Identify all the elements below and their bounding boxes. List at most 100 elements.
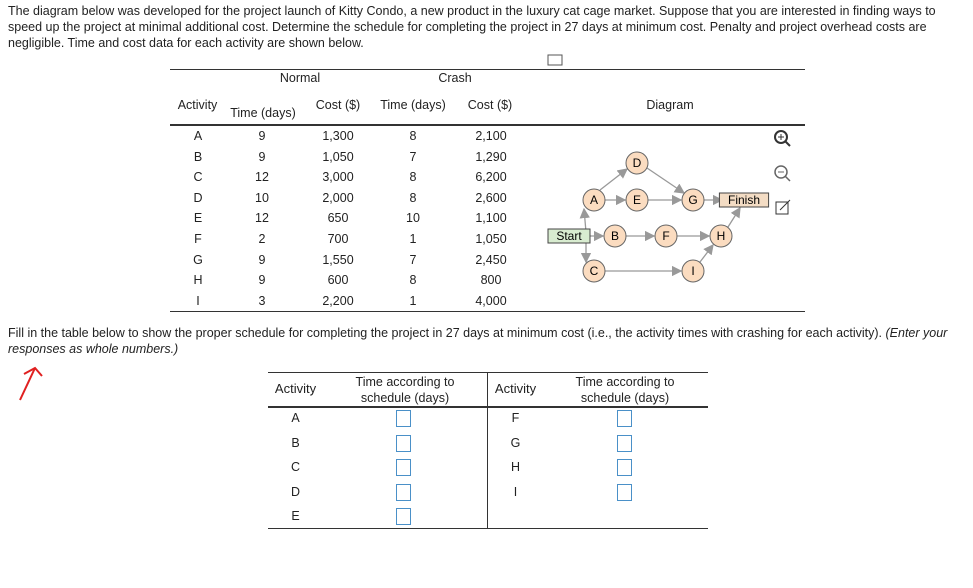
cell: 9 bbox=[258, 273, 266, 288]
zoom-out[interactable] bbox=[774, 165, 791, 182]
answer-input[interactable] bbox=[396, 483, 411, 501]
node-label: G bbox=[688, 193, 697, 207]
rule bbox=[268, 372, 708, 373]
answer-input[interactable] bbox=[617, 483, 632, 501]
cell: 2,450 bbox=[475, 252, 507, 267]
node-label: A bbox=[590, 193, 598, 207]
rule bbox=[268, 406, 708, 408]
cell: 9 bbox=[258, 129, 266, 143]
activity: F bbox=[511, 411, 520, 425]
cell: 1 bbox=[409, 232, 417, 246]
cell: 8 bbox=[409, 190, 417, 205]
activity: A bbox=[291, 411, 300, 425]
node-box bbox=[718, 192, 770, 208]
cell: 1,290 bbox=[475, 149, 507, 164]
node-label: Finish bbox=[728, 193, 760, 207]
cell: G bbox=[193, 252, 203, 267]
answer-input[interactable] bbox=[396, 508, 411, 526]
activity: B bbox=[291, 435, 300, 450]
node-label: I bbox=[691, 264, 694, 278]
cell: 7 bbox=[409, 149, 417, 164]
node-circle bbox=[654, 224, 678, 248]
cell: 2,600 bbox=[475, 190, 507, 205]
instruction: Fill in the table below to show the prop… bbox=[8, 325, 963, 357]
cell: 2,200 bbox=[322, 293, 354, 308]
answer-input[interactable] bbox=[396, 459, 411, 477]
cell: 650 bbox=[327, 211, 349, 226]
header: Activity bbox=[494, 381, 537, 396]
node-circle bbox=[709, 224, 733, 248]
activity: H bbox=[510, 460, 521, 475]
group-header: Normal bbox=[279, 71, 321, 85]
column-header: Activity bbox=[177, 98, 218, 112]
cell: 8 bbox=[409, 129, 417, 143]
cell: I bbox=[196, 293, 200, 308]
diagram-edges bbox=[579, 167, 741, 277]
cell: 10 bbox=[255, 190, 269, 205]
answer-input[interactable] bbox=[396, 410, 411, 427]
answer-input[interactable] bbox=[617, 434, 632, 452]
cell: 7 bbox=[409, 252, 417, 267]
node-circle bbox=[625, 151, 649, 175]
intro: The diagram below was developed for the … bbox=[8, 4, 936, 50]
activity: C bbox=[290, 460, 301, 475]
cell: 1,550 bbox=[322, 252, 354, 267]
cell: 1,050 bbox=[322, 149, 354, 164]
cell: 9 bbox=[258, 252, 266, 267]
diagram-header: Diagram bbox=[646, 98, 694, 112]
column-header: Time (days) bbox=[380, 98, 446, 112]
activity: D bbox=[290, 484, 301, 499]
cell: 800 bbox=[480, 273, 502, 288]
node-circle bbox=[603, 224, 627, 248]
cell: D bbox=[193, 190, 203, 205]
cell: 4,000 bbox=[475, 293, 507, 308]
node-circle bbox=[625, 188, 649, 212]
cell: 3 bbox=[258, 293, 266, 308]
node-circle bbox=[582, 259, 606, 283]
cell: 1,050 bbox=[475, 232, 507, 246]
cell: E bbox=[193, 211, 203, 226]
header: Time according to schedule (days) bbox=[355, 375, 455, 405]
rule bbox=[487, 372, 488, 528]
cell: H bbox=[193, 273, 203, 288]
cell: C bbox=[193, 170, 203, 185]
answer-input[interactable] bbox=[617, 410, 632, 427]
answer-input[interactable] bbox=[617, 459, 632, 477]
answer-input[interactable] bbox=[396, 434, 411, 452]
cell: 10 bbox=[406, 211, 420, 226]
cell: B bbox=[193, 149, 203, 164]
node-circle bbox=[681, 259, 705, 283]
cell: 9 bbox=[258, 149, 266, 164]
node-label: Start bbox=[556, 229, 582, 243]
group-header: Crash bbox=[438, 71, 472, 85]
cell: 600 bbox=[327, 273, 349, 288]
column-header: Cost ($) bbox=[467, 98, 513, 112]
zoom-in[interactable] bbox=[774, 130, 791, 147]
activity: E bbox=[291, 509, 300, 524]
instruction-text: Fill in the table below to show the prop… bbox=[8, 326, 883, 340]
node-label: C bbox=[590, 264, 599, 278]
annotation-arrow bbox=[19, 366, 43, 401]
cell: 8 bbox=[409, 170, 417, 185]
cell: 12 bbox=[255, 211, 269, 226]
node-label: B bbox=[611, 229, 619, 243]
cell: 1,300 bbox=[322, 129, 354, 143]
cell: 700 bbox=[327, 232, 349, 246]
icon[interactable] bbox=[547, 54, 563, 66]
rule bbox=[170, 124, 805, 126]
cell: 2 bbox=[258, 232, 266, 246]
header: Activity bbox=[274, 381, 317, 396]
open-external[interactable] bbox=[775, 199, 791, 215]
activity: I bbox=[513, 484, 518, 499]
cell: A bbox=[193, 129, 203, 143]
node-label: F bbox=[662, 229, 669, 243]
cell: 12 bbox=[255, 170, 269, 185]
cell: F bbox=[194, 232, 202, 246]
cell: 1 bbox=[409, 293, 417, 308]
node-box bbox=[547, 228, 591, 244]
cell: 2,000 bbox=[322, 190, 354, 205]
node-circle bbox=[582, 188, 606, 212]
cell: 1,100 bbox=[475, 211, 507, 226]
